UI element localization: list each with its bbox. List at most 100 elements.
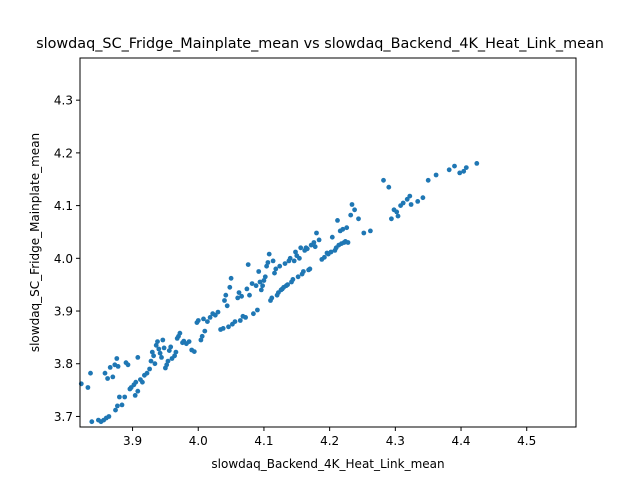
data-point: [316, 237, 322, 243]
data-point: [106, 414, 112, 419]
data-point: [156, 346, 162, 352]
data-point: [220, 326, 226, 331]
data-point: [249, 281, 255, 286]
x-axis-label: slowdaq_Backend_4K_Heat_Link_mean: [211, 457, 444, 471]
data-point: [165, 358, 171, 364]
data-point: [222, 298, 227, 303]
data-point: [107, 365, 113, 370]
data-point: [85, 385, 91, 390]
data-point: [297, 255, 302, 261]
data-point: [352, 207, 357, 213]
data-point: [258, 287, 264, 293]
data-point: [207, 315, 213, 320]
data-point: [322, 254, 327, 260]
x-tick-label: 4.5: [517, 434, 536, 448]
data-point: [89, 419, 95, 425]
data-point: [115, 364, 121, 369]
data-point: [133, 379, 139, 385]
data-point: [195, 318, 201, 323]
data-point: [295, 274, 301, 280]
points-layer: [78, 161, 480, 425]
data-point: [389, 216, 394, 222]
data-point: [144, 370, 150, 376]
data-point: [446, 167, 452, 173]
data-point: [172, 353, 178, 359]
data-point: [344, 225, 350, 231]
data-point: [122, 394, 128, 400]
y-tick-label: 4.1: [54, 199, 73, 213]
y-tick-label: 3.8: [54, 357, 73, 371]
data-point: [255, 307, 260, 313]
data-point: [461, 168, 467, 174]
data-point: [201, 316, 206, 322]
data-point: [147, 366, 153, 372]
data-point: [244, 286, 250, 292]
data-point: [239, 293, 245, 299]
data-point: [404, 196, 410, 202]
data-point: [115, 403, 120, 409]
data-point: [293, 249, 298, 255]
data-point: [265, 260, 271, 265]
data-point: [264, 263, 269, 269]
data-point: [474, 161, 480, 166]
data-point: [420, 195, 426, 201]
data-point: [291, 258, 297, 264]
data-point: [132, 393, 138, 398]
data-point: [191, 349, 197, 354]
chart-title: slowdaq_SC_Fridge_Mainplate_mean vs slow…: [36, 36, 604, 52]
data-point: [361, 230, 367, 236]
data-point: [394, 209, 400, 215]
plot-frame: [79, 57, 577, 428]
y-tick-label: 3.9: [54, 305, 73, 319]
x-tick-label: 4.4: [451, 434, 470, 448]
data-point: [202, 328, 208, 334]
data-point: [270, 258, 276, 264]
data-point: [102, 370, 108, 376]
data-point: [298, 245, 304, 251]
data-point: [272, 270, 277, 276]
x-axis-ticks: 3.9 4.0 4.1 4.2 4.3 4.4 4.5: [123, 427, 536, 448]
data-point: [329, 234, 335, 240]
data-point: [381, 177, 386, 183]
data-point: [247, 292, 252, 298]
data-point: [135, 388, 141, 394]
y-axis-label: slowdaq_SC_Fridge_Mainplate_mean: [28, 133, 42, 352]
data-point: [261, 278, 267, 283]
data-point: [160, 337, 166, 343]
data-point: [463, 165, 469, 171]
data-point: [113, 407, 118, 413]
data-point: [257, 279, 263, 285]
data-point: [262, 274, 268, 280]
data-point: [312, 244, 318, 250]
y-tick-label: 4.3: [54, 94, 73, 108]
data-point: [199, 333, 205, 339]
data-point: [345, 240, 351, 245]
y-tick-label: 4.2: [54, 146, 73, 160]
data-point: [236, 290, 242, 295]
data-point: [400, 200, 406, 206]
data-point: [304, 246, 310, 252]
x-tick-label: 4.1: [254, 434, 273, 448]
data-point: [153, 342, 159, 348]
data-point: [243, 315, 249, 320]
data-point: [457, 170, 463, 176]
data-point: [395, 213, 401, 219]
data-point: [149, 349, 155, 355]
data-point: [301, 269, 306, 274]
data-point: [277, 263, 283, 269]
data-point: [386, 184, 392, 190]
data-point: [119, 402, 125, 408]
data-point: [349, 202, 355, 207]
data-point: [177, 330, 183, 336]
data-point: [135, 355, 141, 360]
data-point: [311, 240, 317, 245]
data-point: [425, 177, 431, 183]
data-point: [224, 303, 230, 309]
data-point: [161, 345, 167, 351]
data-point: [232, 319, 238, 324]
data-point: [452, 163, 457, 169]
data-point: [166, 348, 172, 353]
data-point: [260, 283, 265, 289]
data-point: [285, 282, 290, 288]
data-point: [256, 269, 262, 274]
